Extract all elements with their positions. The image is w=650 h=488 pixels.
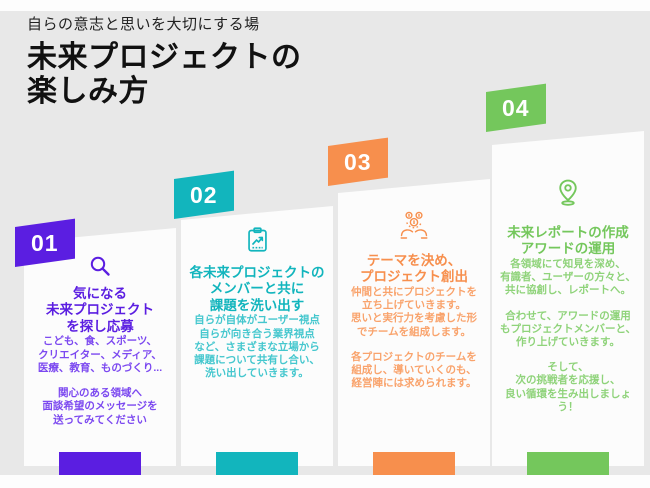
page-subtitle: 自らの意志と思いを大切にする場 xyxy=(27,16,260,33)
title-block: 自らの意志と思いを大切にする場 未来プロジェクトの 楽しみ方 xyxy=(27,13,302,109)
page-title: 未来プロジェクトの 楽しみ方 xyxy=(27,41,302,109)
